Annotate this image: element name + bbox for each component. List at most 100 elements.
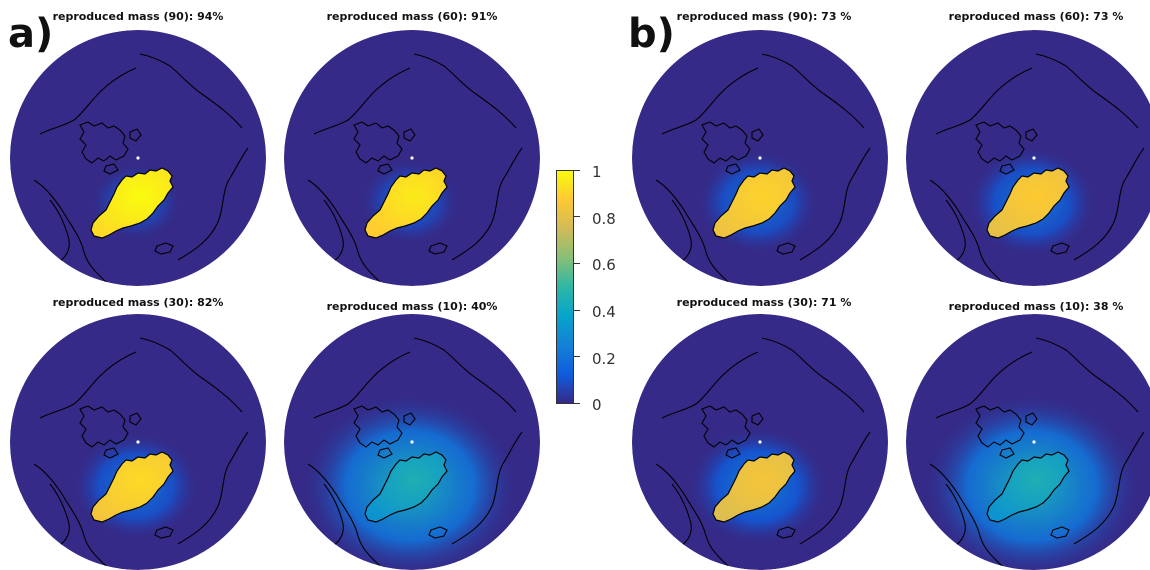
north-pole-marker bbox=[136, 440, 140, 444]
map-a3 bbox=[10, 314, 266, 570]
coastline-island bbox=[353, 121, 403, 164]
north-pole-marker bbox=[758, 156, 762, 160]
coastline bbox=[39, 67, 137, 135]
coastline-island bbox=[154, 526, 174, 539]
map-a1 bbox=[10, 30, 266, 286]
coastline-island bbox=[751, 412, 764, 426]
coastline bbox=[799, 147, 871, 261]
colorbar-label-0.2: 0.2 bbox=[592, 350, 616, 368]
coastline bbox=[1035, 337, 1139, 413]
coastline-island bbox=[999, 447, 1015, 459]
coastline-island bbox=[701, 405, 751, 448]
greenland bbox=[364, 167, 448, 239]
map-b3 bbox=[632, 314, 888, 570]
coastline bbox=[1035, 53, 1139, 129]
coastline bbox=[323, 483, 344, 547]
north-pole-marker bbox=[1032, 156, 1036, 160]
greenland bbox=[712, 167, 796, 239]
panel-a-label: a) bbox=[8, 11, 54, 57]
coastline-island bbox=[776, 526, 796, 539]
coastline bbox=[413, 337, 517, 413]
coastline-island bbox=[776, 242, 796, 255]
colorbar-tick bbox=[574, 170, 580, 171]
colorbar-label-0.8: 0.8 bbox=[592, 210, 616, 228]
coastline bbox=[929, 179, 1003, 283]
coastline-island bbox=[377, 163, 393, 175]
greenland bbox=[90, 451, 174, 523]
coastline-island bbox=[403, 128, 416, 142]
coastline-island bbox=[975, 121, 1025, 164]
map-a4 bbox=[284, 314, 540, 570]
coastline-island bbox=[1025, 412, 1038, 426]
coastline-island bbox=[975, 405, 1025, 448]
map-title-a2: reproduced mass (60): 91% bbox=[326, 10, 498, 23]
coastline-island bbox=[701, 121, 751, 164]
coastline bbox=[49, 483, 70, 547]
coastline bbox=[451, 147, 523, 261]
coastline-island bbox=[79, 121, 129, 164]
colorbar-tick bbox=[574, 263, 580, 264]
coastline-island bbox=[154, 242, 174, 255]
north-pole-marker bbox=[1032, 440, 1036, 444]
map-title-a3: reproduced mass (30): 82% bbox=[52, 296, 224, 309]
coastline bbox=[49, 199, 70, 263]
coastline bbox=[661, 351, 759, 419]
coastline bbox=[313, 67, 411, 135]
coastline-island bbox=[129, 412, 142, 426]
coastline bbox=[799, 431, 871, 545]
coastline-island bbox=[428, 526, 448, 539]
coastline bbox=[1073, 431, 1145, 545]
map-a2 bbox=[284, 30, 540, 286]
coastline bbox=[655, 179, 729, 283]
colorbar: 1 0.8 0.6 0.4 0.2 0 bbox=[556, 163, 636, 414]
colorbar-tick bbox=[574, 310, 580, 311]
coastline bbox=[935, 67, 1033, 135]
coastline-island bbox=[725, 163, 741, 175]
coastline bbox=[671, 483, 692, 547]
colorbar-label-0.6: 0.6 bbox=[592, 256, 616, 274]
coastline bbox=[451, 431, 523, 545]
coastline bbox=[307, 179, 381, 283]
coastline bbox=[761, 53, 865, 129]
colorbar-tick bbox=[574, 403, 580, 404]
coastline-island bbox=[103, 163, 119, 175]
coastline-island bbox=[725, 447, 741, 459]
coastline-island bbox=[353, 405, 403, 448]
colorbar-gradient bbox=[556, 170, 574, 404]
coastline bbox=[929, 463, 1003, 567]
coastline bbox=[313, 351, 411, 419]
map-b2 bbox=[906, 30, 1150, 286]
colorbar-tick bbox=[574, 216, 580, 217]
north-pole-marker bbox=[410, 156, 414, 160]
colorbar-label-1: 1 bbox=[592, 163, 602, 181]
coastline bbox=[671, 199, 692, 263]
coastline bbox=[177, 431, 249, 545]
coastline-island bbox=[103, 447, 119, 459]
greenland bbox=[90, 167, 174, 239]
north-pole-marker bbox=[410, 440, 414, 444]
coastline bbox=[935, 351, 1033, 419]
coastline-island bbox=[377, 447, 393, 459]
coastline bbox=[1073, 147, 1145, 261]
coastline bbox=[39, 351, 137, 419]
coastline bbox=[33, 463, 107, 567]
coastline bbox=[33, 179, 107, 283]
map-title-b1: reproduced mass (90): 73 % bbox=[676, 10, 852, 23]
coastline bbox=[307, 463, 381, 567]
map-b4 bbox=[906, 314, 1150, 570]
coastline bbox=[661, 67, 759, 135]
coastline-island bbox=[428, 242, 448, 255]
coastline bbox=[139, 337, 243, 413]
greenland bbox=[364, 451, 448, 523]
coastline bbox=[945, 199, 966, 263]
panel-b-label: b) bbox=[628, 11, 675, 57]
coastline bbox=[323, 199, 344, 263]
coastline-island bbox=[403, 412, 416, 426]
coastline bbox=[761, 337, 865, 413]
map-title-a4: reproduced mass (10): 40% bbox=[326, 300, 498, 313]
coastline-island bbox=[1025, 128, 1038, 142]
coastline bbox=[945, 483, 966, 547]
colorbar-tick bbox=[574, 356, 580, 357]
colorbar-label-0.4: 0.4 bbox=[592, 303, 616, 321]
coastline bbox=[177, 147, 249, 261]
